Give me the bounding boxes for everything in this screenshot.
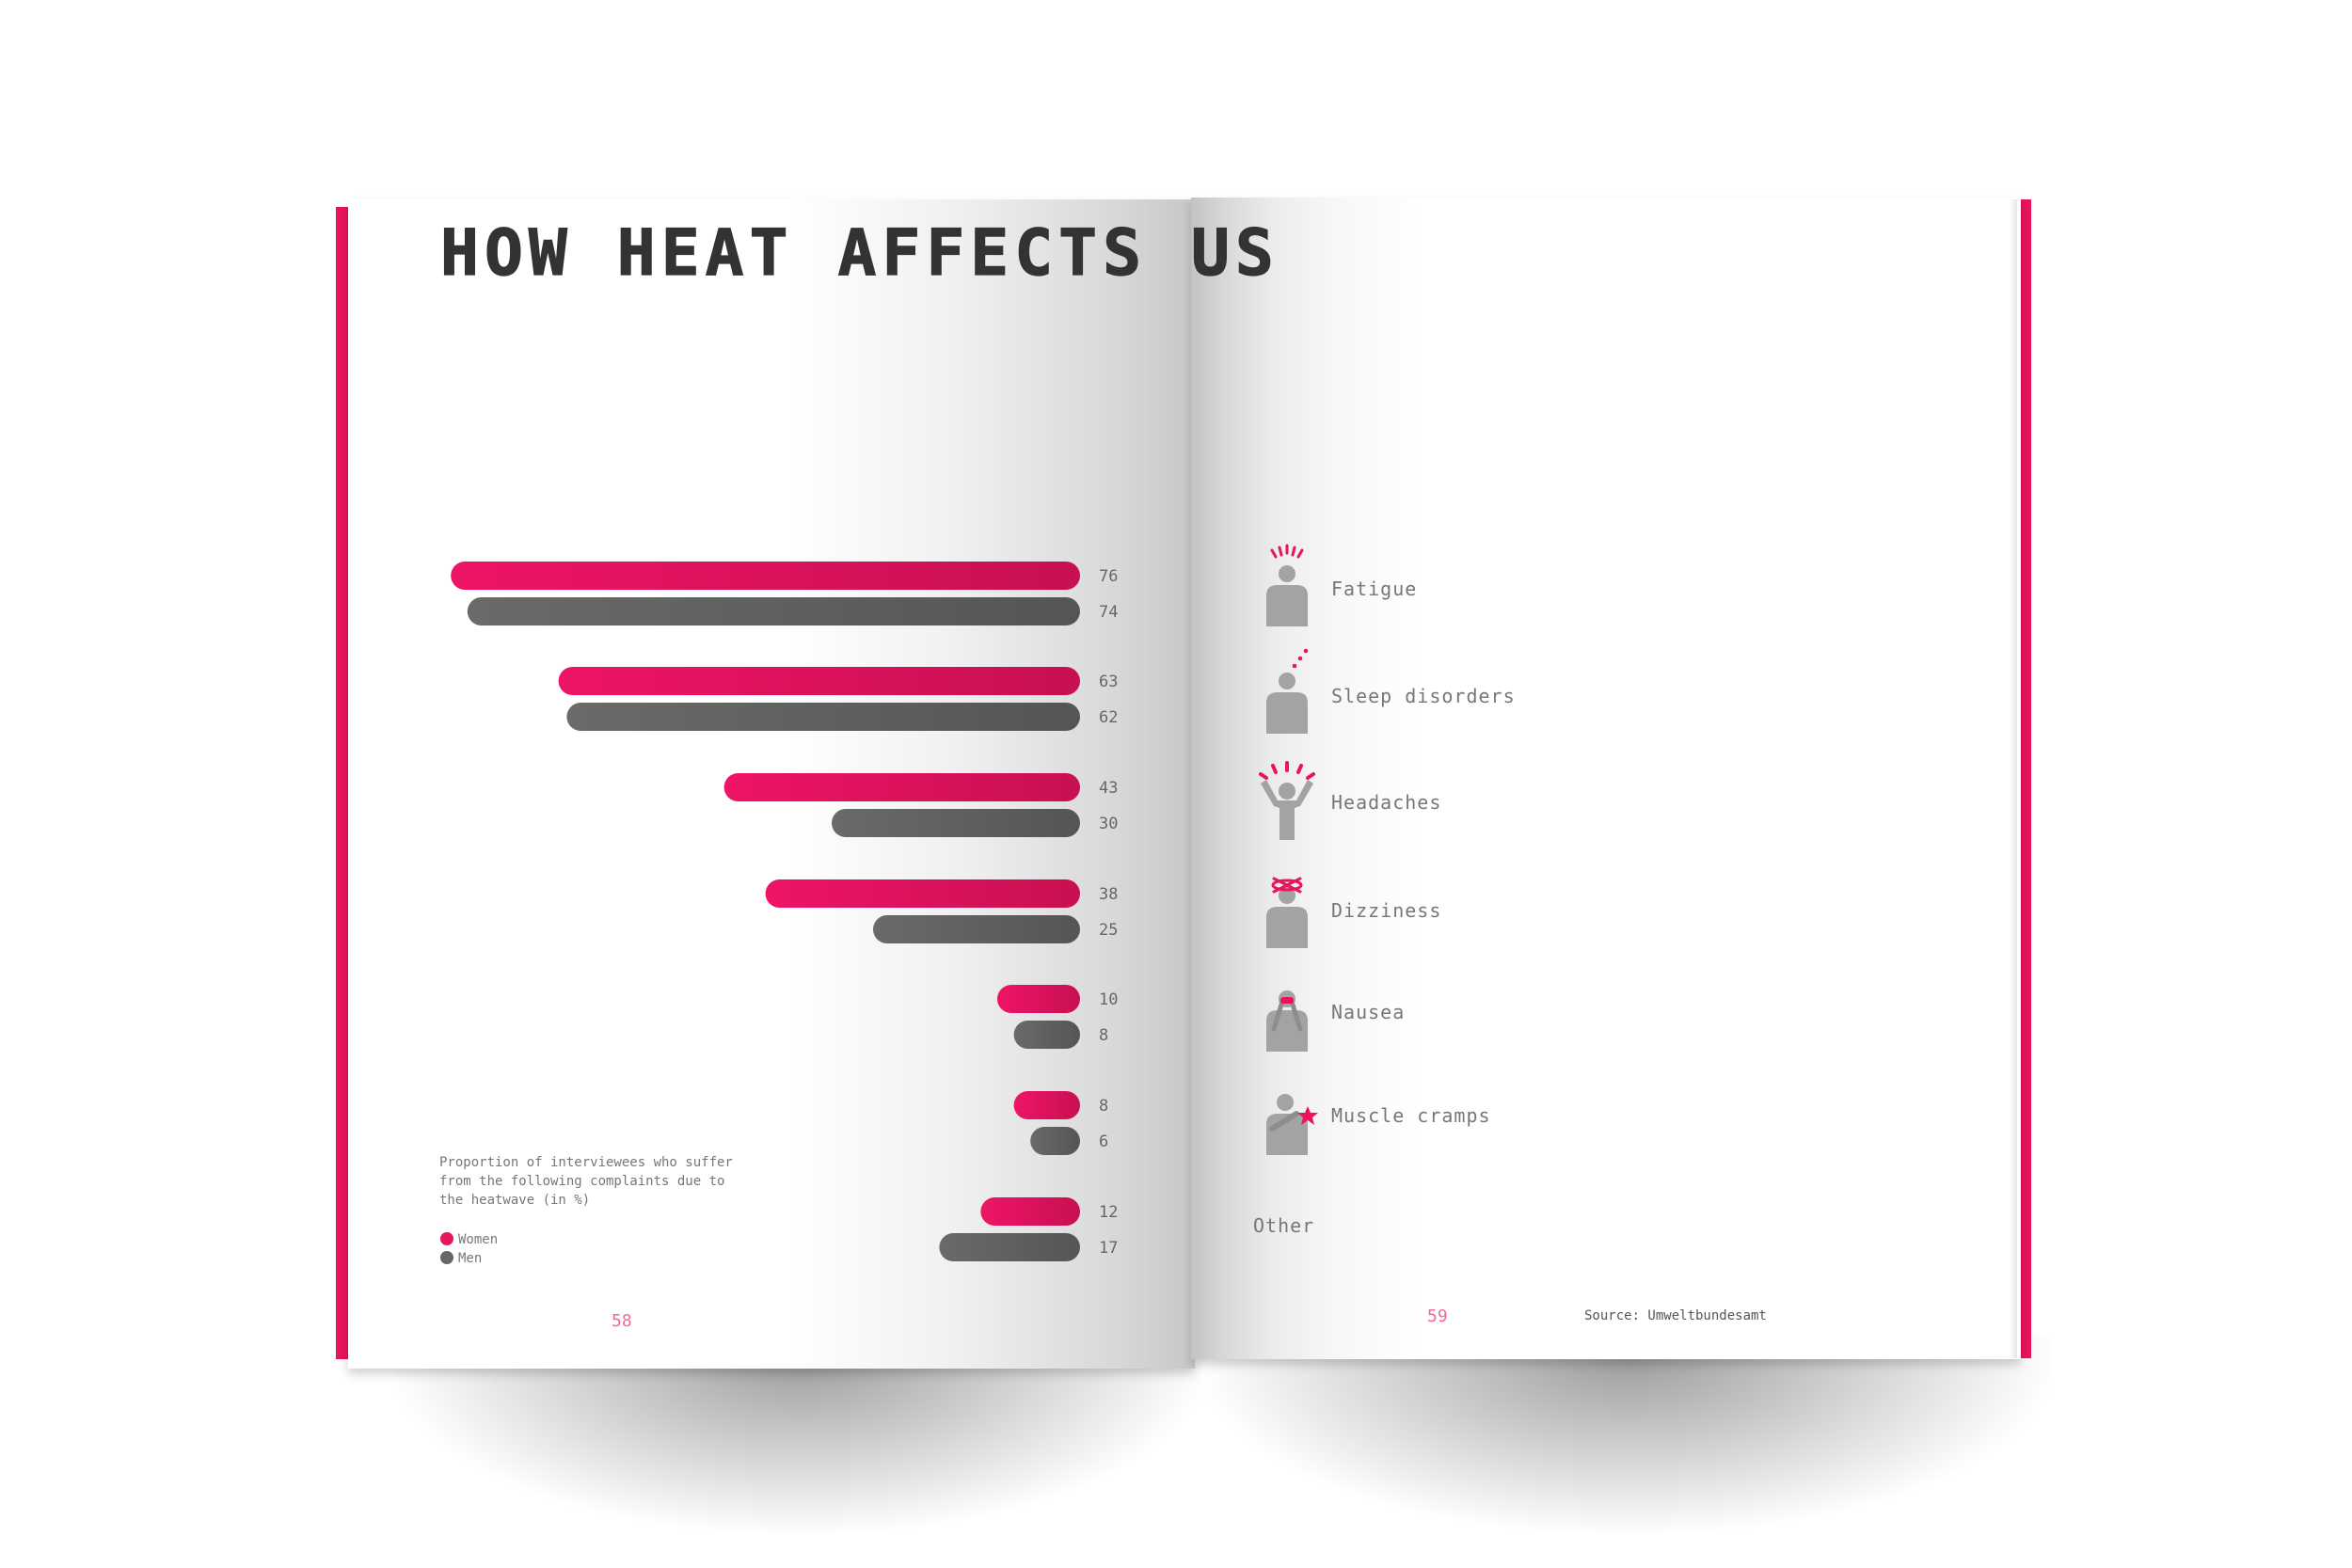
value-label-women-3: 38 [1099, 885, 1118, 904]
category-label-4: Nausea [1331, 1001, 1405, 1023]
category-labels-group: Fatigue Sleep disorders Headaches Dizziness… [1253, 578, 1516, 1237]
category-label-0: Fatigue [1331, 578, 1417, 600]
bar-men-2 [832, 809, 1080, 837]
value-label-men-0: 74 [1099, 603, 1118, 622]
bar-women-2 [723, 773, 1080, 801]
value-label-women-6: 12 [1099, 1203, 1118, 1222]
book-shadow-left [395, 1336, 1204, 1533]
value-label-men-5: 6 [1099, 1132, 1108, 1151]
chart-note: Proportion of interviewees who suffer fr… [439, 1155, 733, 1208]
bar-men-1 [566, 703, 1080, 731]
category-label-2: Headaches [1331, 791, 1441, 814]
bar-men-5 [1030, 1127, 1080, 1155]
value-label-men-2: 30 [1099, 815, 1118, 833]
nausea-icon [1266, 990, 1308, 1052]
muscle-cramps-icon [1266, 1094, 1318, 1155]
bar-women-4 [997, 985, 1080, 1013]
cover-edge-left [336, 207, 351, 1359]
value-labels-group: 76 74 63 62 43 30 38 25 10 8 8 6 12 17 [1099, 567, 1118, 1258]
value-label-men-1: 62 [1099, 708, 1118, 727]
bar-women-5 [1013, 1091, 1080, 1119]
category-label-1: Sleep disorders [1331, 685, 1516, 707]
cover-edge-right [2018, 199, 2031, 1358]
bar-men-6 [939, 1233, 1080, 1261]
dizziness-icon [1266, 877, 1308, 948]
legend-women-swatch [440, 1232, 453, 1245]
note-line-3: the heatwave (in %) [439, 1193, 590, 1208]
legend-men-swatch [440, 1251, 453, 1264]
page-number-right: 59 [1427, 1307, 1448, 1326]
category-label-5: Muscle cramps [1331, 1104, 1491, 1127]
icons-group [1259, 544, 1318, 1155]
legend-men-label: Men [458, 1251, 482, 1266]
bar-women-0 [451, 562, 1080, 590]
note-line-2: from the following complaints due to [439, 1174, 724, 1189]
note-line-1: Proportion of interviewees who suffer [439, 1155, 733, 1170]
value-label-women-0: 76 [1099, 567, 1118, 586]
right-page [1191, 198, 2021, 1359]
bar-men-0 [467, 597, 1080, 626]
source-note: Source: Umweltbundesamt [1584, 1308, 1767, 1323]
value-label-women-1: 63 [1099, 673, 1118, 691]
value-label-men-6: 17 [1099, 1239, 1118, 1258]
category-label-3: Dizziness [1331, 899, 1441, 922]
page-number-left: 58 [612, 1311, 632, 1331]
value-label-women-4: 10 [1099, 990, 1118, 1009]
legend: Women Men [440, 1232, 498, 1266]
bar-women-1 [558, 667, 1080, 695]
book-shadow-right [1204, 1336, 2051, 1533]
bars-group [451, 562, 1080, 1261]
value-label-women-2: 43 [1099, 779, 1118, 798]
value-label-women-5: 8 [1099, 1097, 1108, 1116]
chart-title: HOW HEAT AFFECTS US [440, 216, 1279, 291]
category-label-6: Other [1253, 1214, 1314, 1237]
bar-men-4 [1013, 1021, 1080, 1049]
sleep-disorders-icon [1266, 648, 1309, 734]
fatigue-icon [1266, 544, 1308, 626]
value-label-men-4: 8 [1099, 1026, 1108, 1045]
legend-women-label: Women [458, 1232, 498, 1247]
bar-men-3 [873, 915, 1080, 943]
bar-women-6 [980, 1197, 1080, 1226]
headaches-icon [1259, 761, 1315, 840]
value-label-men-3: 25 [1099, 921, 1118, 940]
bar-women-3 [765, 879, 1080, 908]
right-page-edge [2010, 199, 2017, 1358]
